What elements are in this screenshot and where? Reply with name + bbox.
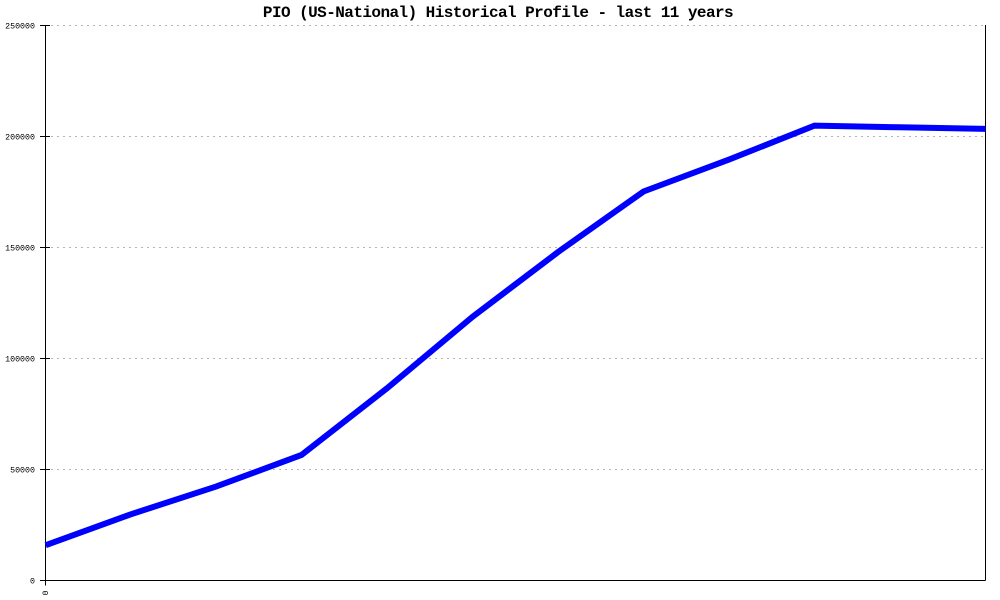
svg-text:PIO (US-National) Historical P: PIO (US-National) Historical Profile - l… [263,4,733,22]
svg-text:100000: 100000 [5,355,35,364]
svg-text:200000: 200000 [5,133,35,142]
svg-text:0: 0 [30,577,35,586]
svg-text:50000: 50000 [10,466,35,475]
svg-text:0: 0 [42,590,51,595]
svg-text:150000: 150000 [5,244,35,253]
svg-text:250000: 250000 [5,22,35,31]
